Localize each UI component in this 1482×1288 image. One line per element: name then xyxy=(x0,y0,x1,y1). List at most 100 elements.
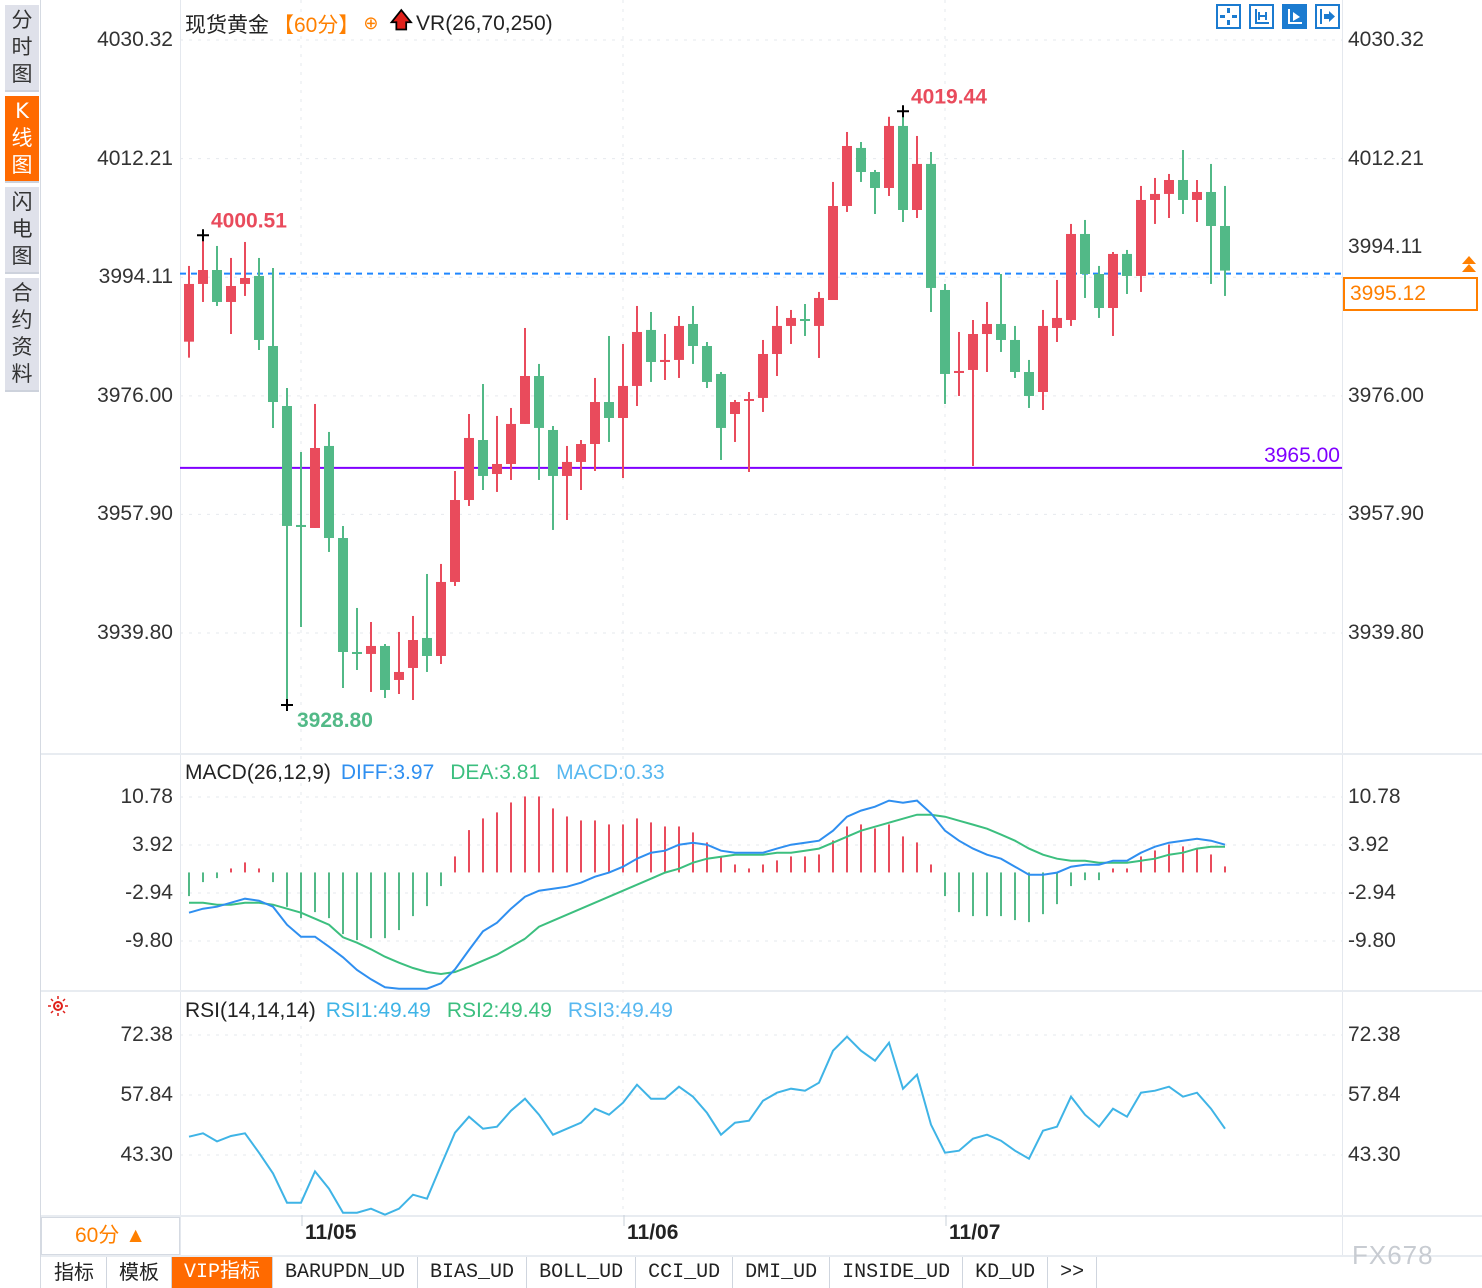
rsi1-value: RSI1:49.49 xyxy=(325,999,431,1022)
candle xyxy=(828,181,838,301)
sidebar-item-kline[interactable]: K线图 xyxy=(5,96,39,183)
candle xyxy=(884,116,894,196)
candle xyxy=(548,425,558,530)
candle-body xyxy=(576,444,586,462)
rsi-axis-label-right: 43.30 xyxy=(1348,1143,1401,1166)
candle-body xyxy=(268,345,278,403)
candle xyxy=(268,267,278,428)
candle-body xyxy=(940,289,950,374)
candle xyxy=(1164,173,1174,218)
rsi-axis-label-left: 43.30 xyxy=(120,1143,173,1166)
chart-left-border xyxy=(180,0,181,1255)
tab-kd[interactable]: KD_UD xyxy=(963,1257,1049,1288)
chart-toolbar xyxy=(1216,4,1340,29)
macd-macd-value: MACD:0.33 xyxy=(556,761,665,784)
candle-body xyxy=(954,370,964,373)
candle-body xyxy=(968,334,978,370)
candle xyxy=(226,257,236,335)
candle xyxy=(716,372,726,460)
candle xyxy=(422,573,432,672)
sidebar-item-contract-info[interactable]: 合约资料 xyxy=(5,278,39,392)
candle xyxy=(254,257,264,350)
sidebar-item-timeshare[interactable]: 分时图 xyxy=(5,5,39,92)
candle-body xyxy=(506,423,516,464)
sidebar-item-flash[interactable]: 闪电图 xyxy=(5,187,39,274)
candle xyxy=(310,403,320,528)
move-right-icon[interactable] xyxy=(1315,4,1340,29)
scroll-up-arrow-icon[interactable] xyxy=(1461,256,1477,274)
candle xyxy=(506,407,516,480)
candle-body xyxy=(324,445,334,539)
panel-divider-main-macd xyxy=(41,753,1482,755)
axis-range-icon[interactable] xyxy=(1249,4,1274,29)
tab-cci[interactable]: CCI_UD xyxy=(636,1257,734,1288)
candle xyxy=(800,304,810,336)
candle-body xyxy=(814,297,824,326)
candle-body xyxy=(898,125,908,210)
candle xyxy=(338,525,348,688)
macd-dea-value: DEA:3.81 xyxy=(450,761,541,784)
candle-body xyxy=(758,353,768,398)
candle-body xyxy=(548,429,558,476)
candle xyxy=(1066,223,1076,326)
candle xyxy=(212,245,222,306)
candle-body xyxy=(702,345,712,382)
panel-divider-rsi-time xyxy=(41,1215,1482,1217)
vr-indicator-label[interactable]: VR(26,70,250) xyxy=(416,11,553,35)
candle xyxy=(688,305,698,364)
candle xyxy=(870,169,880,214)
candle-body xyxy=(730,402,740,414)
candle xyxy=(842,131,852,212)
tab-bias[interactable]: BIAS_UD xyxy=(418,1257,528,1288)
support-line-label: 3965.00 xyxy=(1264,444,1340,467)
candle-body xyxy=(1164,179,1174,194)
tab-inside[interactable]: INSIDE_UD xyxy=(830,1257,964,1288)
candle xyxy=(618,343,628,478)
chart-header: 现货黄金 【60分】 ⊕ 🡅 VR(26,70,250) xyxy=(185,6,553,41)
sun-settings-icon[interactable] xyxy=(46,995,70,1017)
macd-diff-line xyxy=(188,799,1226,990)
tab-template[interactable]: 模板 xyxy=(107,1257,172,1288)
tab-dmi[interactable]: DMI_UD xyxy=(733,1257,831,1288)
candle xyxy=(380,644,390,698)
candle xyxy=(464,413,474,506)
candle xyxy=(1136,185,1146,292)
tab-vip-indicator[interactable]: VIP指标 xyxy=(172,1257,274,1288)
macd-axis-label-left: 3.92 xyxy=(132,833,173,856)
candle xyxy=(968,319,978,466)
sidebar: 分时图 K线图 闪电图 合约资料 xyxy=(5,5,39,396)
macd-axis-label-right: 10.78 xyxy=(1348,785,1401,808)
tab-boll[interactable]: BOLL_UD xyxy=(527,1257,637,1288)
tab-barupdn[interactable]: BARUPDN_UD xyxy=(273,1257,419,1288)
candle-body xyxy=(282,406,292,526)
candle-body xyxy=(884,125,894,188)
axis-play-icon[interactable] xyxy=(1282,4,1307,29)
candle-body xyxy=(590,402,600,445)
candle xyxy=(324,431,334,552)
candle xyxy=(184,265,194,358)
candle-body xyxy=(674,325,684,360)
candle-body xyxy=(1010,339,1020,373)
macd-dea-line xyxy=(189,813,1225,976)
candle xyxy=(1192,179,1202,222)
price-axis-label-right: 4030.32 xyxy=(1348,28,1424,51)
candle xyxy=(562,445,572,520)
circle-plus-icon[interactable]: ⊕ xyxy=(363,13,379,33)
candle-body xyxy=(632,331,642,386)
candle xyxy=(1220,185,1230,296)
period-selector[interactable]: 60分 ▲ xyxy=(41,1217,180,1255)
tab-indicator[interactable]: 指标 xyxy=(42,1257,107,1288)
candle xyxy=(1080,219,1090,298)
macd-axis-label-left: -9.80 xyxy=(125,929,173,953)
candle xyxy=(478,383,488,490)
candle-body xyxy=(184,283,194,342)
time-axis-label: 11/05 xyxy=(305,1221,357,1244)
tab-more-button[interactable]: >> xyxy=(1048,1257,1098,1288)
panel-divider-time-tabs xyxy=(41,1255,1482,1257)
candle xyxy=(982,301,992,373)
candle-body xyxy=(198,270,208,284)
candle xyxy=(394,631,404,694)
crosshair-icon[interactable] xyxy=(1216,4,1241,29)
candle-body xyxy=(394,671,404,680)
